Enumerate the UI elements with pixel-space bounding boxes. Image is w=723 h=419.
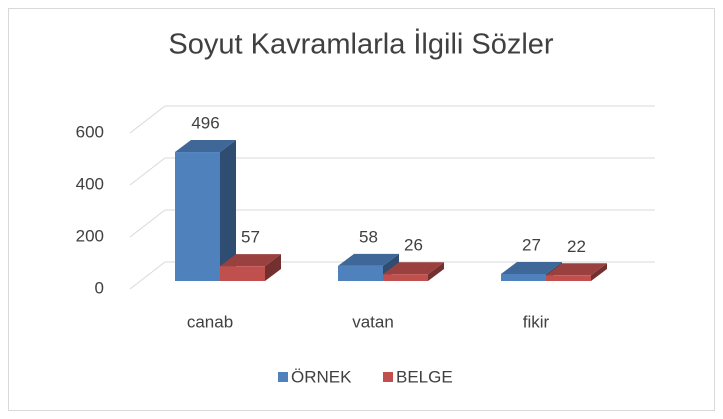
bar-top	[383, 262, 444, 275]
y-tick-label: 400	[76, 174, 104, 193]
bar	[383, 274, 428, 281]
grid-line	[129, 261, 166, 290]
y-tick-label: 600	[76, 122, 104, 141]
legend-label: BELGE	[396, 367, 453, 386]
bar	[338, 265, 383, 281]
bar-side	[591, 263, 607, 281]
bar-side	[428, 262, 444, 281]
bar	[175, 152, 220, 281]
bar-top	[501, 261, 562, 274]
data-label: 26	[404, 236, 423, 255]
legend-swatch	[383, 372, 393, 382]
data-label: 22	[567, 237, 586, 256]
legend-label: ÖRNEK	[291, 367, 352, 386]
bar	[501, 273, 546, 281]
bar-side	[220, 140, 236, 281]
grid-line	[129, 209, 166, 238]
data-label: 496	[191, 114, 219, 133]
bar-top	[175, 140, 236, 153]
x-tick-label: fikir	[523, 312, 550, 331]
legend-swatch	[278, 372, 288, 382]
chart-title: Soyut Kavramlarla İlgili Sözler	[168, 28, 554, 61]
x-tick-label: canab	[187, 312, 233, 331]
x-tick-label: vatan	[352, 312, 394, 331]
bar-side	[265, 254, 281, 281]
bar-top	[546, 263, 607, 276]
bar-top	[338, 253, 399, 266]
bar-top	[220, 254, 281, 267]
y-tick-label: 0	[95, 278, 104, 297]
y-tick-label: 200	[76, 226, 104, 245]
grid-line	[129, 157, 166, 186]
bar	[546, 275, 591, 281]
data-label: 58	[359, 227, 378, 246]
data-label: 27	[522, 235, 541, 254]
bar	[220, 266, 265, 281]
data-label: 57	[241, 228, 260, 247]
grid-line	[129, 105, 166, 134]
